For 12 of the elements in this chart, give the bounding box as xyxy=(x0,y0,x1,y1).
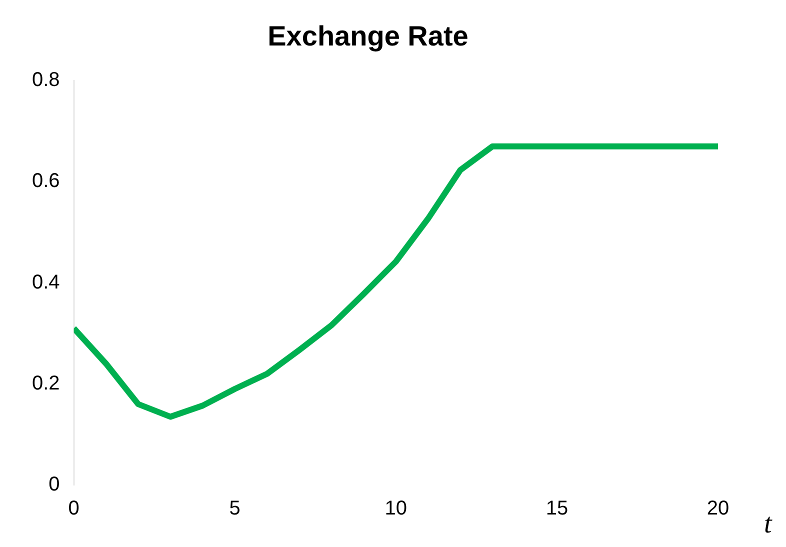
y-tick-label: 0.8 xyxy=(32,69,60,92)
y-tick-label: 0.2 xyxy=(32,372,60,394)
x-tick-label: 0 xyxy=(68,498,80,520)
y-tick-label: 0 xyxy=(48,474,60,496)
y-tick-label: 0.4 xyxy=(32,271,60,294)
x-tick-label: 10 xyxy=(384,498,408,520)
chart-title: Exchange Rate xyxy=(268,20,468,52)
x-tick-label: 5 xyxy=(229,498,240,520)
x-tick-label: 20 xyxy=(706,498,730,520)
x-axis-title: t xyxy=(764,508,773,540)
x-tick-label: 15 xyxy=(546,498,568,520)
y-tick-label: 0.6 xyxy=(32,170,60,192)
